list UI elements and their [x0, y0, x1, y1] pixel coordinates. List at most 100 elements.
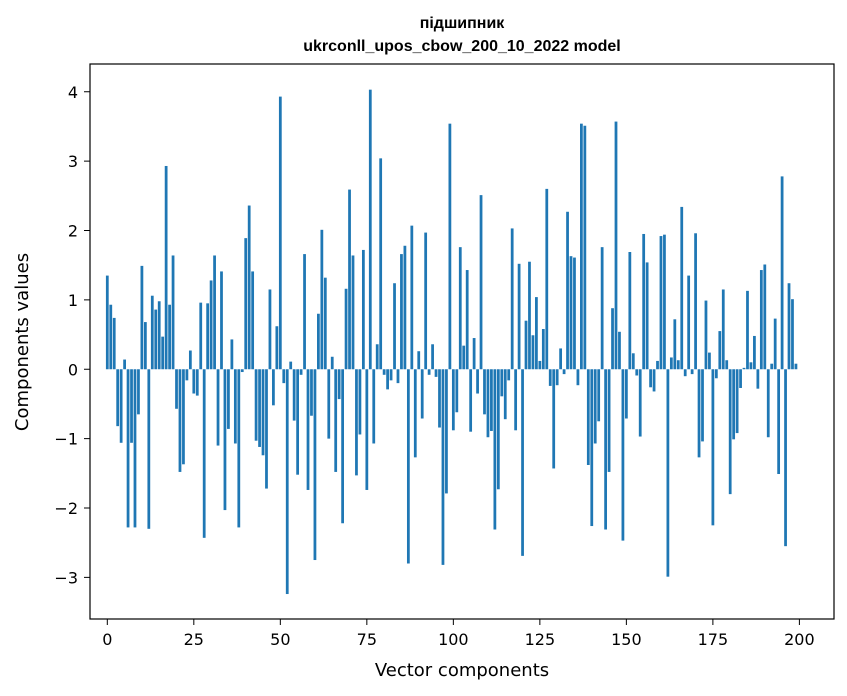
bar-27 [199, 302, 203, 370]
bar-112 [493, 369, 497, 530]
bar-159 [656, 360, 659, 370]
y-tick-label: 0 [68, 360, 78, 379]
bar-20 [175, 369, 178, 409]
bar-84 [396, 369, 400, 384]
bar-169 [690, 369, 694, 375]
bar-96 [438, 369, 441, 428]
bar-106 [472, 338, 476, 370]
bar-80 [382, 369, 386, 375]
bar-99 [448, 123, 452, 370]
bar-113 [496, 369, 500, 490]
bar-54 [292, 369, 296, 421]
bar-166 [680, 206, 684, 370]
bar-26 [195, 369, 199, 396]
bar-34 [223, 369, 227, 511]
bar-29 [206, 303, 210, 370]
bar-93 [427, 369, 431, 375]
bar-22 [182, 369, 185, 465]
bar-37 [233, 369, 237, 444]
bar-158 [652, 369, 656, 392]
bar-10 [140, 265, 144, 370]
bar-52 [285, 369, 289, 595]
bar-71 [351, 255, 355, 370]
bar-143 [600, 247, 604, 370]
bar-170 [694, 233, 697, 370]
bar-42 [251, 271, 255, 370]
bar-147 [614, 121, 618, 370]
x-tick-label: 0 [102, 630, 112, 649]
bar-157 [649, 369, 652, 388]
bar-30 [209, 280, 213, 370]
bar-41 [247, 205, 251, 370]
bar-82 [389, 369, 393, 381]
bar-16 [161, 336, 165, 370]
x-tick-label: 75 [357, 630, 377, 649]
bar-144 [604, 369, 607, 530]
bar-73 [358, 369, 362, 435]
bar-134 [569, 256, 573, 370]
bar-21 [178, 369, 182, 472]
bar-156 [645, 262, 649, 370]
bar-59 [310, 369, 313, 416]
bar-98 [445, 369, 448, 494]
bar-151 [628, 252, 632, 370]
bar-161 [663, 234, 666, 370]
bar-23 [185, 369, 189, 381]
bar-199 [794, 363, 798, 370]
y-axis-ticks: −3 −2 −1 0 1 2 3 4 [54, 83, 90, 587]
bar-36 [230, 339, 234, 370]
bar-8 [133, 369, 137, 528]
bar-74 [361, 249, 365, 370]
bar-163 [669, 357, 673, 370]
bar-83 [393, 283, 396, 370]
bar-79 [379, 158, 383, 370]
bar-191 [766, 369, 770, 438]
bar-55 [296, 369, 300, 475]
bar-57 [303, 254, 306, 370]
bar-2 [112, 317, 116, 370]
bar-104 [465, 270, 469, 370]
bar-131 [559, 348, 563, 370]
bar-63 [323, 277, 327, 370]
bar-39 [240, 369, 244, 373]
x-tick-label: 200 [784, 630, 815, 649]
bar-108 [479, 195, 483, 370]
chart-subtitle: ukrconll_upos_cbow_200_10_2022 model [303, 38, 620, 55]
bar-13 [150, 295, 154, 370]
bar-195 [780, 176, 784, 370]
y-tick-label: 3 [68, 152, 78, 171]
bar-171 [697, 369, 701, 458]
bar-107 [476, 369, 479, 394]
bar-33 [220, 271, 223, 370]
y-tick-label: −1 [54, 430, 78, 449]
bar-17 [164, 165, 168, 370]
bar-61 [317, 313, 320, 370]
bar-72 [355, 369, 358, 476]
bar-123 [531, 335, 535, 370]
bar-135 [573, 257, 576, 370]
bar-146 [611, 308, 614, 370]
bar-141 [593, 369, 597, 444]
bar-153 [635, 369, 639, 376]
bar-168 [687, 275, 691, 370]
bar-118 [514, 369, 518, 431]
bar-68 [341, 369, 344, 524]
bar-89 [413, 369, 417, 458]
bar-66 [334, 369, 338, 472]
bar-65 [330, 356, 334, 370]
bar-152 [631, 353, 635, 370]
bar-56 [299, 369, 303, 375]
bar-75 [365, 369, 369, 490]
bar-145 [607, 369, 611, 472]
bar-31 [213, 255, 216, 370]
bar-62 [320, 229, 324, 370]
bar-102 [458, 247, 462, 370]
bar-45 [261, 369, 265, 456]
bar-125 [538, 360, 542, 370]
bar-6 [126, 369, 130, 528]
bar-76 [368, 89, 372, 370]
bar-28 [202, 369, 206, 538]
bar-69 [344, 288, 348, 370]
bar-177 [718, 331, 722, 370]
chart-title: підшипник [420, 15, 506, 32]
